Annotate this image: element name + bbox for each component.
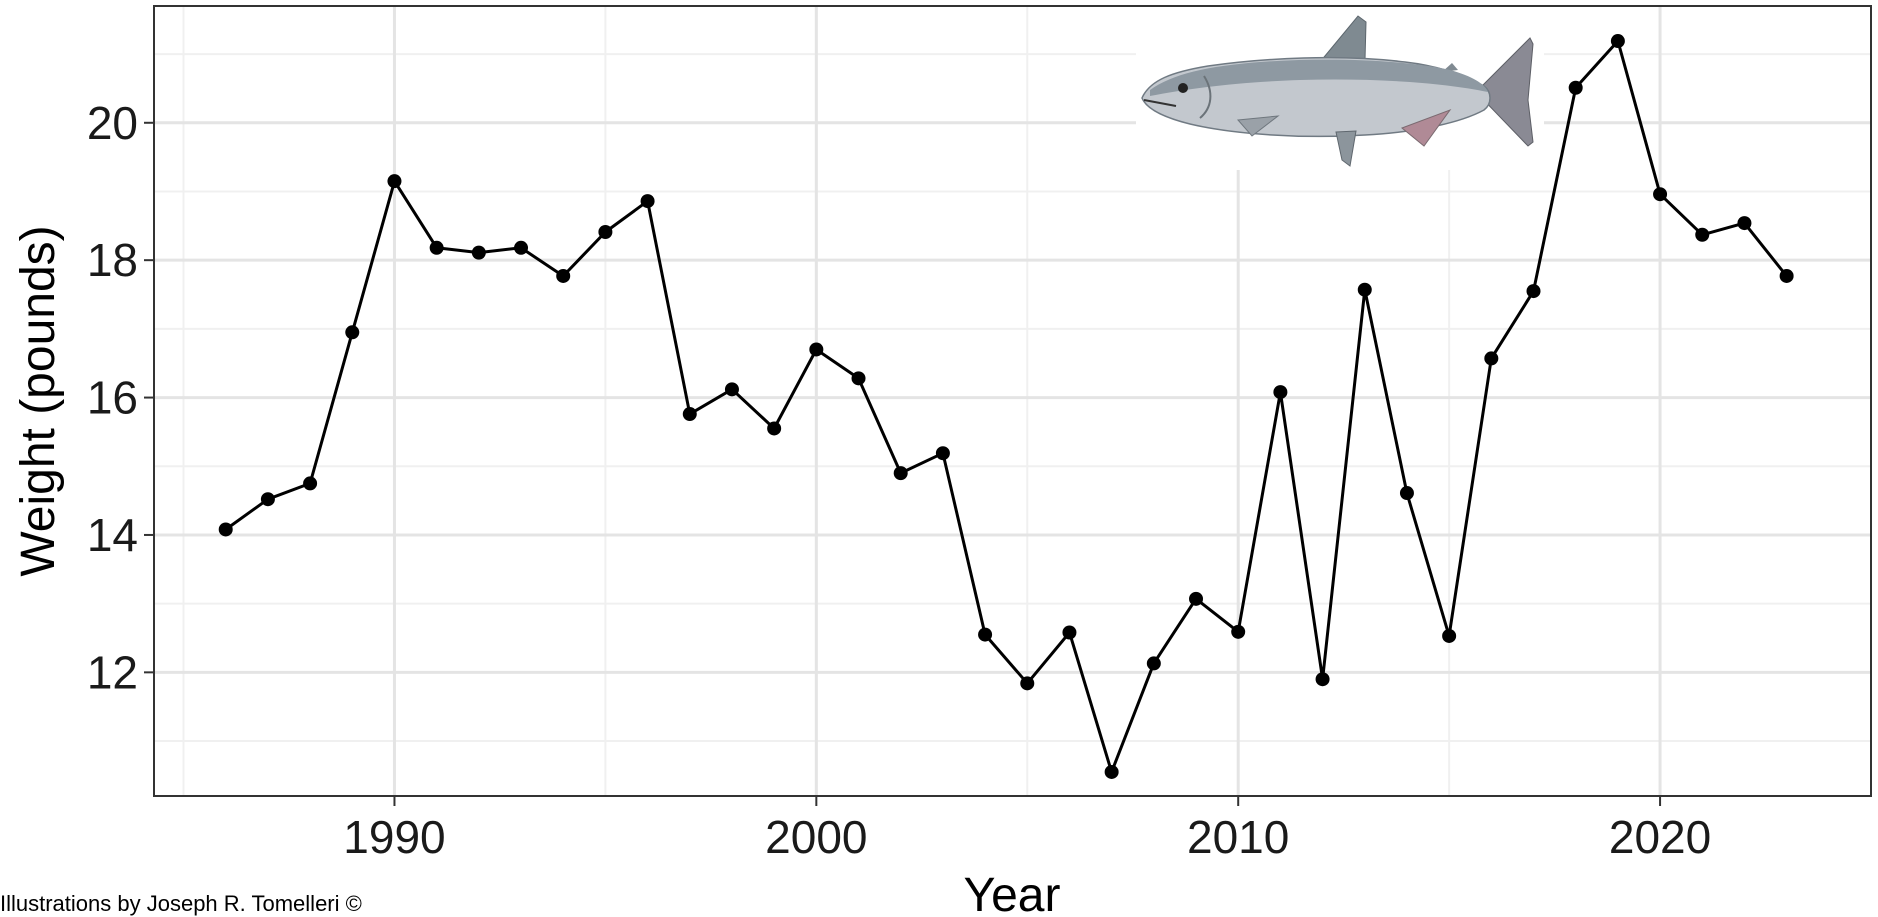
x-tick-label: 2010	[1187, 811, 1289, 863]
data-point	[598, 225, 613, 240]
y-axis-ticks: 12 14 16 18 20	[87, 97, 154, 698]
salmon-mouth	[1143, 99, 1177, 107]
data-point	[1146, 656, 1161, 671]
data-point	[1231, 624, 1246, 639]
data-point	[218, 522, 233, 537]
data-point	[1357, 282, 1372, 297]
data-point	[1737, 216, 1752, 231]
salmon-tail-fin	[1475, 37, 1534, 147]
salmon-gill	[1199, 75, 1212, 119]
data-point	[893, 466, 908, 481]
data-point	[978, 627, 993, 642]
data-point	[1695, 227, 1710, 242]
data-point	[1020, 676, 1035, 691]
salmon-anal-fin	[1401, 108, 1452, 147]
data-point	[1653, 187, 1668, 202]
data-point	[1189, 591, 1204, 606]
data-point	[1273, 385, 1288, 400]
data-point	[387, 174, 402, 189]
salmon-back	[1150, 59, 1488, 96]
salmon-pelvic-fin	[1335, 130, 1357, 167]
data-point	[1484, 351, 1499, 366]
y-axis-title: Weight (pounds)	[12, 225, 65, 576]
y-tick-label: 16	[87, 372, 138, 424]
x-tick-label: 1990	[343, 811, 445, 863]
data-point	[1610, 34, 1625, 49]
data-point	[260, 492, 275, 507]
data-point	[303, 476, 318, 491]
data-point	[682, 407, 697, 422]
data-point	[556, 268, 571, 283]
x-tick-label: 2020	[1609, 811, 1711, 863]
data-point	[851, 371, 866, 386]
y-tick-label: 18	[87, 234, 138, 286]
data-point	[1315, 672, 1330, 687]
data-point	[429, 240, 444, 255]
data-point	[1399, 486, 1414, 501]
y-tick-label: 14	[87, 509, 138, 561]
data-point	[724, 382, 739, 397]
series-points	[218, 34, 1794, 779]
series-polyline	[224, 39, 1788, 774]
data-point	[935, 446, 950, 461]
illustration-credit: Illustrations by Joseph R. Tomelleri ©	[0, 891, 362, 916]
data-point	[1526, 284, 1541, 299]
data-point	[1779, 268, 1794, 283]
data-point	[1104, 764, 1119, 779]
data-point	[640, 194, 655, 209]
y-tick-label: 20	[87, 97, 138, 149]
data-point	[1442, 628, 1457, 643]
series-line	[224, 39, 1788, 774]
grid	[154, 6, 1871, 796]
data-point	[1568, 80, 1583, 95]
salmon-pectoral-fin	[1236, 115, 1280, 137]
data-point	[514, 240, 529, 255]
y-tick-label: 12	[87, 646, 138, 698]
data-point	[471, 245, 486, 260]
data-point	[809, 342, 824, 357]
data-point	[1062, 625, 1077, 640]
salmon-illustration	[1136, 6, 1544, 170]
x-axis-ticks: 1990 2000 2010 2020	[343, 796, 1711, 863]
panel-border	[153, 5, 1872, 797]
data-point	[767, 421, 782, 436]
salmon-eye	[1178, 83, 1188, 93]
x-tick-label: 2000	[765, 811, 867, 863]
x-axis-title: Year	[964, 869, 1061, 917]
data-point	[345, 325, 360, 340]
